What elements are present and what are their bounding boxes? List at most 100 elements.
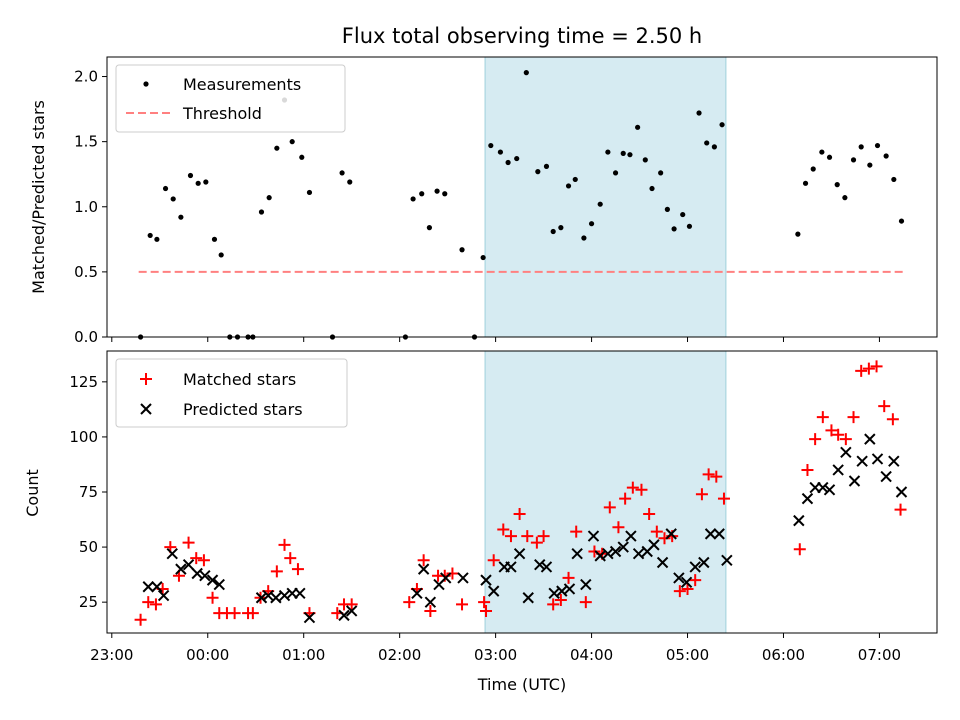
predicted-stars-point [424,596,437,608]
predicted-stars-point [888,455,900,467]
matched-stars-point [579,596,592,609]
measurements-point [480,254,486,261]
measurements-point [565,183,572,189]
matched-stars-point [702,468,715,481]
predicted-stars-point [840,446,852,459]
predicted-stars-point [175,563,187,575]
predicted-stars-point [411,587,423,600]
predicted-stars-point [580,578,592,591]
matched-stars-point [626,481,639,494]
x-tick-label: 03:00 [474,646,517,664]
predicted-stars-point [417,563,430,575]
matched-stars-point [521,530,534,543]
predicted-stars-point [505,561,517,573]
measurements-point [627,152,633,158]
matched-stars-point [537,530,550,543]
predicted-stars-point [338,609,350,622]
predicted-stars-point [182,558,195,571]
matched-stars-point [134,613,147,626]
matched-stars-point [689,574,702,587]
measurements-point [891,176,897,183]
measurements-point [572,176,578,183]
predicted-stars-point [457,572,469,584]
predicted-stars-point [648,539,660,551]
measurements-point [664,206,670,212]
matched-stars-point [478,596,491,609]
x-tick-label: 00:00 [186,646,229,664]
measurements-point [795,231,801,237]
predicted-stars-point [617,541,629,553]
measurements-point [704,140,710,146]
measurements-point [550,228,556,235]
measurements-point [658,170,664,176]
matched-stars-point [681,582,694,595]
predicted-stars-point [689,561,701,573]
highlight-span-top [484,56,727,338]
legend-label-threshold: Threshold [182,104,262,123]
bottom-y-tick-label: 25 [79,593,98,611]
matched-stars-point [547,598,560,611]
matched-stars-point [487,554,500,567]
predicted-stars-point [864,433,876,445]
legend-label-measurements: Measurements [183,75,301,94]
predicted-stars-point [199,570,211,582]
matched-stars-point [847,411,860,424]
chart-title: Flux total observing time = 2.50 h [342,24,702,48]
measurements-point [347,179,353,185]
measurements-point [543,163,550,169]
predicted-stars-point [513,547,526,560]
predicted-stars-point [522,592,534,604]
measurements-point [258,209,265,215]
top-panel: 0.00.51.01.52.0 Matched/Predicted stars … [29,56,938,346]
predicted-stars-point [303,611,316,624]
measurements-point [147,232,153,239]
matched-stars-point [246,607,259,620]
predicted-stars-point [571,547,583,560]
measurements-point [719,122,725,128]
matched-stars-point [513,508,526,521]
measurements-point [195,180,201,186]
matched-stars-point [816,411,829,424]
predicted-stars-point [856,455,868,467]
x-tick-label: 06:00 [762,646,805,664]
legend-marker-predicted-stars [140,403,152,415]
matched-stars-point [480,604,493,617]
bottom-legend-box [115,358,348,428]
x-tick-label: 01:00 [282,646,325,664]
bottom-panel-series [134,360,908,626]
x-tick-label: 07:00 [858,646,901,664]
top-legend: Measurements Threshold [115,64,346,133]
measurements-point [410,196,416,202]
matched-stars-point [149,598,162,611]
measurements-point [858,144,864,150]
matched-stars-point [603,501,616,514]
predicted-stars-point [440,572,452,584]
measurements-point [558,225,564,231]
predicted-stars-point [294,587,306,600]
matched-stars-point [710,470,723,483]
measurements-point [306,189,313,196]
matched-stars-point [570,525,583,538]
matched-stars-point [894,503,907,516]
predicted-stars-point [704,528,717,540]
matched-stars-point [284,552,297,565]
matched-stars-point [886,413,899,426]
predicted-stars-point [832,464,844,476]
measurements-point [819,149,825,155]
matched-stars-point [801,463,814,476]
measurements-point [266,195,272,201]
measurements-point [605,149,611,155]
x-axis-label: Time (UTC) [477,675,566,694]
measurements-point [505,159,511,166]
predicted-stars-point [713,528,725,540]
matched-stars-point [530,536,543,549]
predicted-stars-point [801,492,814,505]
predicted-stars-point [213,578,225,591]
bottom-y-tick-label: 100 [69,428,98,446]
predicted-stars-point [880,470,892,483]
matched-stars-point [270,565,283,578]
measurements-point [442,191,448,197]
measurements-point [671,226,677,232]
measurements-point [535,169,541,175]
